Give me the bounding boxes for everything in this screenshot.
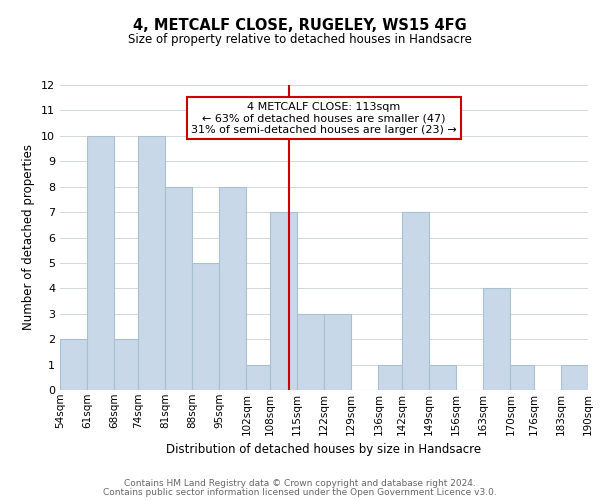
Text: Contains public sector information licensed under the Open Government Licence v3: Contains public sector information licen… xyxy=(103,488,497,497)
Bar xyxy=(60,339,87,390)
Bar xyxy=(269,212,297,390)
Bar xyxy=(483,288,511,390)
Text: Contains HM Land Registry data © Crown copyright and database right 2024.: Contains HM Land Registry data © Crown c… xyxy=(124,478,476,488)
Bar xyxy=(429,364,456,390)
Y-axis label: Number of detached properties: Number of detached properties xyxy=(22,144,35,330)
Bar xyxy=(379,364,401,390)
Bar xyxy=(219,186,247,390)
Bar xyxy=(247,364,269,390)
Bar xyxy=(165,186,192,390)
Bar xyxy=(297,314,324,390)
Bar xyxy=(401,212,429,390)
Text: 4, METCALF CLOSE, RUGELEY, WS15 4FG: 4, METCALF CLOSE, RUGELEY, WS15 4FG xyxy=(133,18,467,32)
Text: Size of property relative to detached houses in Handsacre: Size of property relative to detached ho… xyxy=(128,32,472,46)
Bar xyxy=(511,364,533,390)
Bar xyxy=(192,263,219,390)
Bar xyxy=(561,364,588,390)
Bar xyxy=(87,136,115,390)
X-axis label: Distribution of detached houses by size in Handsacre: Distribution of detached houses by size … xyxy=(166,443,482,456)
Text: 4 METCALF CLOSE: 113sqm
← 63% of detached houses are smaller (47)
31% of semi-de: 4 METCALF CLOSE: 113sqm ← 63% of detache… xyxy=(191,102,457,135)
Bar xyxy=(324,314,351,390)
Bar xyxy=(137,136,165,390)
Bar xyxy=(115,339,137,390)
